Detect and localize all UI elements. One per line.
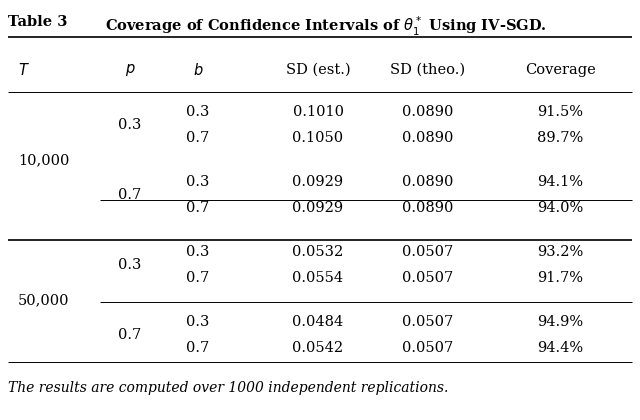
Text: 0.0890: 0.0890 <box>403 175 454 189</box>
Text: 0.3: 0.3 <box>186 245 210 259</box>
Text: 91.7%: 91.7% <box>537 271 583 285</box>
Text: 0.3: 0.3 <box>118 118 141 132</box>
Text: 0.0890: 0.0890 <box>403 131 454 145</box>
Text: 0.1050: 0.1050 <box>292 131 344 145</box>
Text: 94.1%: 94.1% <box>537 175 583 189</box>
Text: The results are computed over 1000 independent replications.: The results are computed over 1000 indep… <box>8 381 449 395</box>
Text: 0.0542: 0.0542 <box>292 341 344 355</box>
Text: 94.0%: 94.0% <box>537 201 583 215</box>
Text: 0.0929: 0.0929 <box>292 175 344 189</box>
Text: 10,000: 10,000 <box>18 153 69 167</box>
Text: 0.0929: 0.0929 <box>292 201 344 215</box>
Text: 89.7%: 89.7% <box>537 131 583 145</box>
Text: 94.4%: 94.4% <box>537 341 583 355</box>
Text: 0.1010: 0.1010 <box>292 105 344 119</box>
Text: 0.0532: 0.0532 <box>292 245 344 259</box>
Text: Coverage of Confidence Intervals of $\theta_1^*$ Using IV-SGD.: Coverage of Confidence Intervals of $\th… <box>105 15 547 38</box>
Text: 0.0507: 0.0507 <box>403 245 454 259</box>
Text: $p$: $p$ <box>125 62 135 78</box>
Text: 0.3: 0.3 <box>186 105 210 119</box>
Text: Coverage: Coverage <box>525 63 595 77</box>
Text: 0.7: 0.7 <box>186 201 210 215</box>
Text: 0.7: 0.7 <box>118 188 141 202</box>
Text: 0.0890: 0.0890 <box>403 105 454 119</box>
Text: 0.0507: 0.0507 <box>403 341 454 355</box>
Text: 0.7: 0.7 <box>186 341 210 355</box>
Text: 93.2%: 93.2% <box>537 245 583 259</box>
Text: $b$: $b$ <box>193 62 204 78</box>
Text: 0.7: 0.7 <box>186 131 210 145</box>
Text: SD (est.): SD (est.) <box>285 63 350 77</box>
Text: 0.0890: 0.0890 <box>403 201 454 215</box>
Text: 0.0484: 0.0484 <box>292 315 344 329</box>
Text: SD (theo.): SD (theo.) <box>390 63 465 77</box>
Text: 0.3: 0.3 <box>186 175 210 189</box>
Text: 0.7: 0.7 <box>118 328 141 342</box>
Text: 50,000: 50,000 <box>18 293 70 307</box>
Text: Table 3: Table 3 <box>8 15 67 29</box>
Text: 0.7: 0.7 <box>186 271 210 285</box>
Text: 0.3: 0.3 <box>118 258 141 272</box>
Text: 94.9%: 94.9% <box>537 315 583 329</box>
Text: 0.0554: 0.0554 <box>292 271 344 285</box>
Text: 0.0507: 0.0507 <box>403 271 454 285</box>
Text: $T$: $T$ <box>18 62 30 78</box>
Text: 0.0507: 0.0507 <box>403 315 454 329</box>
Text: 91.5%: 91.5% <box>537 105 583 119</box>
Text: 0.3: 0.3 <box>186 315 210 329</box>
